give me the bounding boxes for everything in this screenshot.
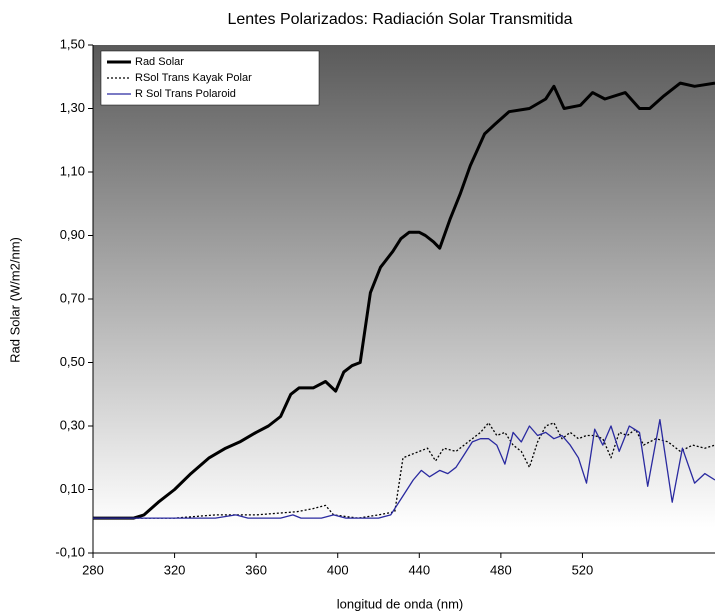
x-tick-label: 520 [572, 562, 594, 577]
series-line [93, 418, 715, 519]
y-tick-label: 1,10 [60, 163, 85, 178]
y-tick-label: 0,10 [60, 481, 85, 496]
y-tick-label: 1,30 [60, 100, 85, 115]
x-tick-label: 400 [327, 562, 349, 577]
y-tick-label: 0,30 [60, 417, 85, 432]
y-tick-label: 0,70 [60, 290, 85, 305]
y-tick-label: 0,50 [60, 354, 85, 369]
legend-label: Rad Solar [135, 56, 184, 68]
x-tick-label: 480 [490, 562, 512, 577]
chart-title: Lentes Polarizados: Radiación Solar Tran… [227, 11, 572, 28]
x-tick-label: 320 [164, 562, 186, 577]
x-tick-label: 280 [82, 562, 104, 577]
legend-label: R Sol Trans Polaroid [135, 88, 236, 100]
y-tick-label: -0,10 [55, 544, 85, 559]
x-tick-label: 360 [245, 562, 267, 577]
series-line [93, 81, 715, 520]
y-axis-label: Rad Solar (W/m2/nm) [7, 237, 22, 363]
series-line [93, 422, 715, 519]
legend-box [100, 50, 320, 106]
y-tick-label: 0,90 [60, 227, 85, 242]
y-tick-label: 1,50 [60, 36, 85, 51]
x-axis-label: longitud de onda (nm) [337, 596, 463, 611]
x-tick-label: 440 [408, 562, 430, 577]
legend-label: RSol Trans Kayak Polar [135, 72, 252, 84]
